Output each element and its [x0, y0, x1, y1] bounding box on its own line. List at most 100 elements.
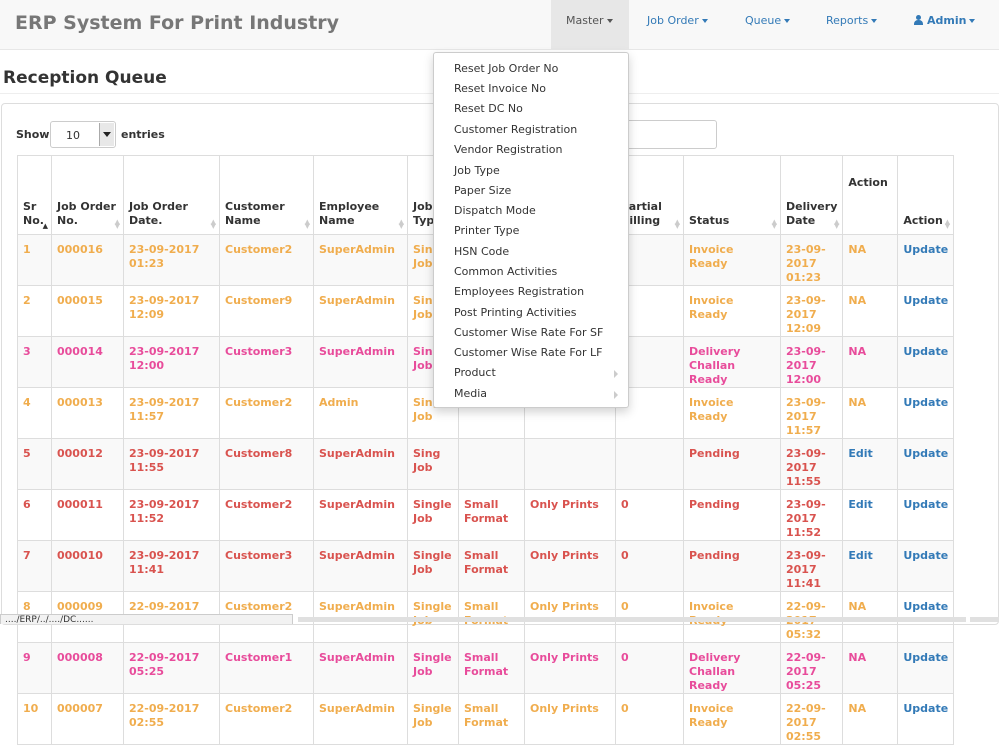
cell-prints — [524, 438, 616, 490]
action-link[interactable]: Update — [903, 498, 949, 511]
menu-job-type[interactable]: Job Type — [454, 164, 500, 177]
cell-text: 11:55 — [786, 475, 822, 488]
cell-text: Job — [413, 716, 433, 729]
cell-delivery-date: 23-09-2017 11:55 — [779, 438, 844, 490]
action-link[interactable]: Update — [903, 549, 949, 562]
cell-partial-billing: 0 — [615, 642, 684, 694]
nav-queue[interactable]: Queue — [745, 0, 791, 49]
action-link[interactable]: Update — [903, 600, 949, 613]
cell-action-2[interactable]: Update — [897, 285, 955, 337]
cell-action-2[interactable]: Update — [897, 642, 955, 694]
sort-asc-icon: ▲ — [42, 222, 48, 230]
col-sr-no[interactable]: Sr No. ▲ — [17, 155, 52, 235]
cell-text: Customer3 — [225, 549, 293, 562]
cell-job-type: Sing Job — [407, 438, 459, 490]
user-icon — [914, 15, 923, 25]
action-link[interactable]: Edit — [848, 447, 873, 460]
cell-status: Invoice Ready — [683, 234, 781, 286]
cell-text: 3 — [23, 345, 31, 358]
action-link[interactable]: Edit — [848, 498, 873, 511]
cell-text: Small — [464, 702, 499, 715]
cell-text: 000008 — [57, 651, 103, 664]
nav-job-order[interactable]: Job Order — [647, 0, 708, 49]
cell-job-order-no: 000014 — [51, 336, 124, 388]
cell-status: Delivery Challan Ready — [683, 336, 781, 388]
cell-prints: Only Prints — [524, 693, 616, 745]
menu-product[interactable]: Product — [454, 366, 496, 379]
menu-vendor-registration[interactable]: Vendor Registration — [454, 143, 563, 156]
action-link[interactable]: Update — [903, 345, 949, 358]
menu-printer-type[interactable]: Printer Type — [454, 224, 520, 237]
menu-reset-dc-no[interactable]: Reset DC No — [454, 102, 523, 115]
col-employee-name[interactable]: Employee Name ▲ ▼ — [313, 155, 408, 235]
menu-reset-invoice-no[interactable]: Reset Invoice No — [454, 82, 547, 95]
cell-job-order-no: 000011 — [51, 489, 124, 541]
sort-icon: ▲ ▼ — [114, 218, 120, 230]
cell-text: 11:41 — [786, 577, 822, 590]
cell-action-2[interactable]: Update — [897, 489, 955, 541]
cell-text: Job — [413, 665, 433, 678]
col-action-2[interactable]: Action ▲ ▼ — [897, 155, 955, 235]
cell-text: SuperAdmin — [319, 294, 395, 307]
cell-action-2[interactable]: Update — [897, 336, 955, 388]
cell-action-2[interactable]: Update — [897, 438, 955, 490]
cell-text: Sing — [413, 447, 441, 460]
cell-text: 0 — [621, 498, 629, 511]
menu-customer-rate-sf[interactable]: Customer Wise Rate For SF — [454, 326, 604, 339]
menu-customer-registration[interactable]: Customer Registration — [454, 123, 578, 136]
menu-dispatch-mode[interactable]: Dispatch Mode — [454, 204, 536, 217]
col-job-order-date[interactable]: Job Order Date. ▲ ▼ — [123, 155, 220, 235]
col-label: Job — [413, 200, 433, 213]
nav-reports-label: Reports — [826, 14, 869, 27]
action-link[interactable]: Update — [903, 447, 949, 460]
action-link[interactable]: Update — [903, 294, 949, 307]
horizontal-scrollbar[interactable] — [298, 617, 966, 622]
menu-employees-registration[interactable]: Employees Registration — [454, 285, 585, 298]
cell-action-2[interactable]: Update — [897, 693, 955, 745]
cell-action-1[interactable]: Edit — [842, 438, 899, 490]
entries-select[interactable]: 10 — [50, 121, 116, 148]
col-status[interactable]: Status ▲ ▼ — [683, 155, 781, 235]
cell-format — [458, 438, 525, 490]
nav-job-order-label: Job Order — [647, 14, 699, 27]
nav-admin[interactable]: Admin — [914, 0, 976, 49]
cell-text: Format — [464, 512, 509, 525]
menu-reset-job-order-no[interactable]: Reset Job Order No — [454, 62, 559, 75]
cell-action-2[interactable]: Update — [897, 234, 955, 286]
menu-customer-rate-lf[interactable]: Customer Wise Rate For LF — [454, 346, 603, 359]
show-label: Show — [16, 128, 50, 141]
cell-sr-no: 5 — [17, 438, 52, 490]
menu-common-activities[interactable]: Common Activities — [454, 265, 558, 278]
action-link[interactable]: Update — [903, 651, 949, 664]
cell-text: NA — [848, 600, 867, 613]
cell-action-1[interactable]: Edit — [842, 540, 899, 592]
cell-text: Job — [413, 359, 433, 372]
cell-text: 5 — [23, 447, 31, 460]
cell-action-2[interactable]: Update — [897, 387, 955, 439]
chevron-down-icon — [871, 19, 878, 23]
col-action-1[interactable]: Action — [842, 155, 899, 235]
col-customer-name[interactable]: Customer Name ▲ ▼ — [219, 155, 314, 235]
app-brand[interactable]: ERP System For Print Industry — [15, 12, 340, 34]
nav-reports[interactable]: Reports — [826, 0, 878, 49]
cell-sr-no: 9 — [17, 642, 52, 694]
menu-media[interactable]: Media — [454, 387, 488, 400]
action-link[interactable]: Edit — [848, 549, 873, 562]
action-link[interactable]: Update — [903, 396, 949, 409]
dropdown-arrow-icon[interactable] — [99, 123, 114, 146]
nav-master[interactable]: Master — [551, 0, 629, 49]
col-job-order-no[interactable]: Job Order No. ▲ ▼ — [51, 155, 124, 235]
cell-text: 12:09 — [786, 322, 822, 335]
action-link[interactable]: Update — [903, 243, 949, 256]
menu-post-printing-activities[interactable]: Post Printing Activities — [454, 306, 577, 319]
col-delivery-date[interactable]: Delivery Date ▲ ▼ — [779, 155, 844, 235]
menu-hsn-code[interactable]: HSN Code — [454, 245, 510, 258]
cell-action-1[interactable]: Edit — [842, 489, 899, 541]
cell-text: Small — [464, 600, 499, 613]
cell-action-2[interactable]: Update — [897, 540, 955, 592]
menu-paper-size[interactable]: Paper Size — [454, 184, 512, 197]
cell-text: 23-09-2017 — [786, 549, 826, 576]
action-link[interactable]: Update — [903, 702, 949, 715]
